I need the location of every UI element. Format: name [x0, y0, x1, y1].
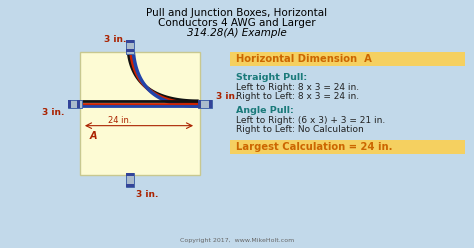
Text: Left to Right: (6 x 3) + 3 = 21 in.: Left to Right: (6 x 3) + 3 = 21 in. — [236, 116, 385, 125]
Bar — [80, 52, 200, 175]
Text: Angle Pull:: Angle Pull: — [236, 106, 294, 115]
Text: Conductors 4 AWG and Larger: Conductors 4 AWG and Larger — [158, 18, 316, 28]
Bar — [209, 100, 212, 108]
Text: A: A — [90, 131, 98, 141]
Text: Copyright 2017,  www.MikeHolt.com: Copyright 2017, www.MikeHolt.com — [180, 238, 294, 243]
Text: 24 in.: 24 in. — [108, 116, 131, 125]
Bar — [77, 100, 80, 108]
Bar — [198, 100, 201, 108]
Text: Right to Left: 8 x 3 = 24 in.: Right to Left: 8 x 3 = 24 in. — [236, 92, 359, 101]
Text: 3 in.: 3 in. — [104, 35, 127, 44]
Bar — [127, 173, 135, 187]
Text: Pull and Junction Boxes, Horizontal: Pull and Junction Boxes, Horizontal — [146, 8, 328, 18]
Bar — [127, 49, 135, 52]
Bar — [68, 100, 82, 108]
Bar — [127, 40, 135, 43]
Bar — [230, 52, 465, 66]
Text: 3 in.: 3 in. — [42, 108, 64, 117]
Bar — [127, 184, 135, 187]
Bar — [127, 40, 135, 54]
Bar — [198, 100, 212, 108]
Text: 3 in.: 3 in. — [216, 92, 238, 101]
Text: Right to Left: No Calculation: Right to Left: No Calculation — [236, 125, 364, 134]
Text: Horizontal Dimension  A: Horizontal Dimension A — [236, 54, 372, 64]
Text: Straight Pull:: Straight Pull: — [236, 73, 307, 82]
Bar — [230, 140, 465, 154]
Text: 3 in.: 3 in. — [137, 190, 159, 199]
Text: 314.28(A) Example: 314.28(A) Example — [187, 28, 287, 38]
Text: Largest Calculation = 24 in.: Largest Calculation = 24 in. — [236, 142, 392, 152]
Text: Left to Right: 8 x 3 = 24 in.: Left to Right: 8 x 3 = 24 in. — [236, 83, 359, 92]
Bar — [127, 173, 135, 176]
Bar — [68, 100, 71, 108]
